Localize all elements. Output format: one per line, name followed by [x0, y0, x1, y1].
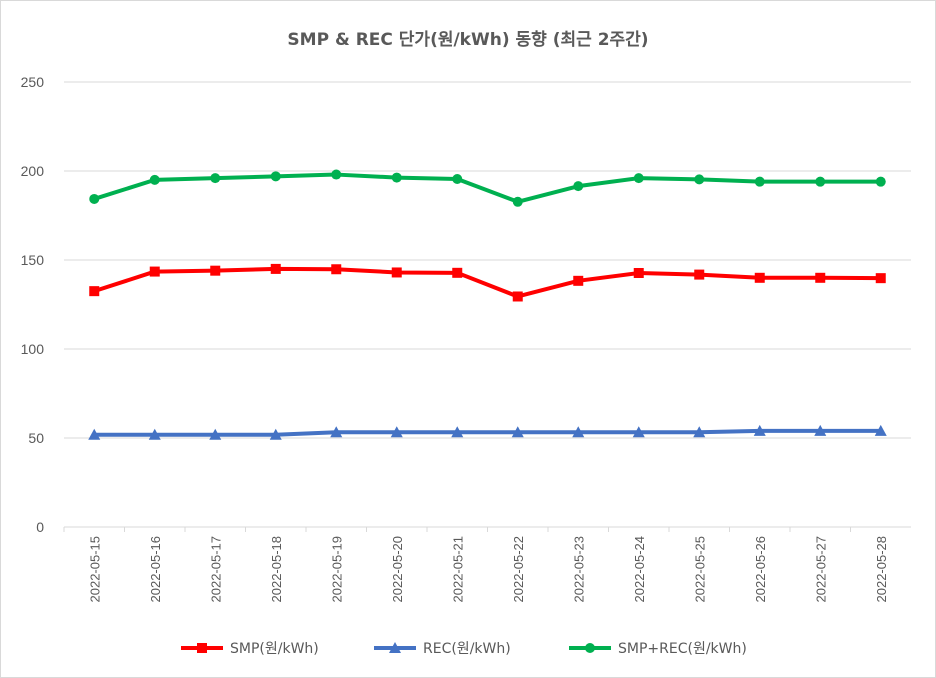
x-tick-label: 2022-05-15	[87, 536, 102, 603]
data-point	[88, 428, 101, 440]
x-tick-label: 2022-05-21	[450, 536, 465, 603]
data-point	[269, 428, 282, 440]
data-point	[452, 174, 463, 185]
x-tick-label: 2022-05-25	[692, 536, 707, 603]
data-point	[210, 265, 221, 276]
legend-swatch-marker	[585, 643, 595, 653]
data-point	[512, 196, 523, 207]
data-point	[875, 176, 886, 187]
x-tick-label: 2022-05-20	[390, 536, 405, 603]
data-point	[633, 173, 644, 184]
data-point	[451, 426, 464, 438]
data-point	[149, 174, 160, 185]
data-point	[573, 181, 584, 192]
series-line-1	[92, 428, 883, 437]
data-point	[632, 426, 645, 438]
legend: SMP(원/kWh) REC(원/kWh) SMP+REC(원/kWh)	[181, 641, 747, 657]
series-line-2	[92, 172, 883, 204]
y-axis-ticks: 0 50 100 150 200 250	[21, 74, 45, 535]
y-tick-label: 0	[36, 519, 44, 535]
data-point	[874, 424, 887, 436]
series-line-0	[92, 266, 883, 299]
data-point	[754, 176, 765, 187]
data-point	[270, 171, 281, 182]
x-axis-ticks: 2022-05-15 2022-05-16 2022-05-17 2022-05-18…	[63, 527, 889, 603]
legend-label: REC(원/kWh)	[423, 641, 511, 657]
legend-label: SMP+REC(원/kWh)	[618, 641, 747, 657]
y-tick-label: 50	[28, 430, 44, 446]
data-point	[512, 291, 523, 302]
data-point	[331, 264, 342, 275]
data-point	[753, 424, 766, 436]
data-point	[814, 424, 827, 436]
y-tick-label: 150	[21, 252, 45, 268]
data-point	[815, 176, 826, 187]
data-point	[391, 172, 402, 183]
y-tick-label: 250	[21, 74, 45, 90]
data-point	[391, 267, 402, 278]
data-point	[754, 272, 765, 283]
y-tick-label: 200	[21, 163, 45, 179]
x-tick-label: 2022-05-16	[148, 536, 163, 603]
data-point	[89, 286, 100, 297]
x-tick-label: 2022-05-19	[329, 536, 344, 603]
x-tick-label: 2022-05-28	[874, 536, 889, 603]
x-tick-label: 2022-05-26	[753, 536, 768, 603]
data-point	[390, 426, 403, 438]
data-point	[270, 263, 281, 274]
series-markers	[88, 169, 887, 440]
data-point	[330, 426, 343, 438]
data-point	[815, 272, 826, 283]
legend-swatch-marker	[389, 642, 401, 653]
data-point	[572, 426, 585, 438]
x-tick-label: 2022-05-17	[208, 536, 223, 603]
x-tick-label: 2022-05-18	[269, 536, 284, 603]
x-tick-label: 2022-05-23	[571, 536, 586, 603]
data-point	[694, 269, 705, 280]
data-point	[210, 173, 221, 184]
data-point	[331, 169, 342, 180]
legend-swatch-marker	[197, 643, 207, 653]
data-point	[89, 193, 100, 204]
data-point	[209, 428, 222, 440]
data-point	[875, 273, 886, 284]
x-tick-label: 2022-05-27	[813, 536, 828, 603]
legend-label: SMP(원/kWh)	[230, 641, 319, 657]
data-point	[148, 428, 161, 440]
chart-title: SMP & REC 단가(원/kWh) 동향 (최근 2주간)	[287, 29, 648, 50]
data-point	[149, 266, 160, 277]
data-point	[693, 426, 706, 438]
data-point	[633, 267, 644, 278]
data-point	[694, 174, 705, 185]
x-tick-label: 2022-05-22	[511, 536, 526, 603]
data-point	[452, 267, 463, 278]
gridlines	[64, 81, 911, 528]
data-point	[573, 275, 584, 286]
x-tick-label: 2022-05-24	[632, 536, 647, 603]
series-lines	[92, 172, 883, 437]
data-point	[511, 426, 524, 438]
y-tick-label: 100	[21, 341, 45, 357]
